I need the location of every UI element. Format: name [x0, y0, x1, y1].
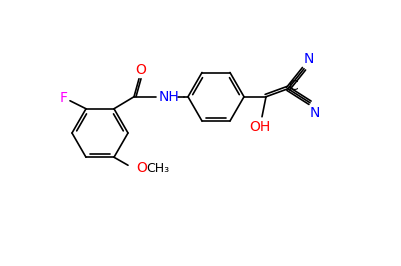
Text: N: N — [303, 52, 314, 66]
Text: O: O — [135, 63, 146, 77]
Text: NH: NH — [158, 90, 179, 104]
Text: CH₃: CH₃ — [146, 162, 169, 175]
Text: C: C — [288, 79, 297, 93]
Text: F: F — [60, 91, 68, 105]
Text: N: N — [309, 106, 319, 120]
Text: OH: OH — [249, 120, 270, 134]
Text: O: O — [136, 161, 147, 175]
